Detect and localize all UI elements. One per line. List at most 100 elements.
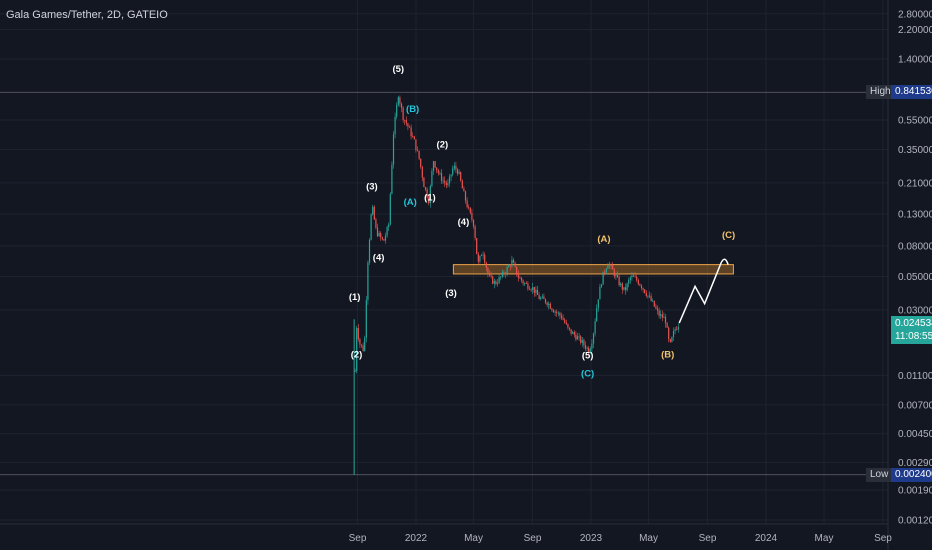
candle-body [511, 259, 513, 267]
candle [399, 95, 401, 107]
candle-body [557, 312, 559, 314]
candle [623, 287, 625, 291]
candle-body [533, 287, 535, 293]
candle-body [372, 206, 374, 215]
candle-body [551, 308, 553, 311]
candle [524, 282, 526, 287]
price-tick-label: 2.200000 [898, 25, 932, 36]
wave-label: (5) [582, 351, 594, 362]
candle [437, 168, 439, 176]
candle [532, 282, 534, 295]
candle [556, 309, 558, 317]
wave-label: (3) [366, 181, 378, 192]
candle [612, 261, 614, 270]
candle-body [504, 273, 507, 275]
wave-label: (3) [445, 288, 457, 299]
candle [461, 179, 463, 189]
candle [476, 237, 478, 255]
candle-body [440, 172, 443, 181]
candle [362, 342, 364, 352]
candle-body [639, 284, 641, 286]
candle-body [424, 187, 427, 190]
candle [432, 160, 435, 176]
candle [548, 301, 550, 310]
candle-body [413, 136, 415, 140]
candle-body [495, 281, 497, 284]
candle [391, 161, 393, 195]
wave-label: (5) [392, 64, 404, 75]
candle-body [463, 188, 465, 192]
candle [546, 301, 548, 308]
candle-body [388, 224, 390, 228]
candle-body [450, 174, 452, 177]
candle [652, 298, 654, 303]
candle [407, 122, 409, 131]
candle [436, 167, 438, 174]
candle [448, 173, 451, 188]
candle [570, 329, 572, 336]
resistance-zone-rect[interactable] [452, 264, 734, 275]
candle-body [386, 227, 388, 236]
candle-body [656, 308, 659, 311]
candle-body [508, 265, 510, 268]
candle [674, 326, 676, 335]
time-tick-label: Sep [349, 533, 367, 544]
candle [359, 337, 361, 349]
high-low-lines [0, 91, 888, 476]
candle [605, 267, 607, 275]
candle [503, 269, 505, 277]
candle [509, 263, 511, 271]
candle-body [589, 348, 591, 354]
candle [357, 324, 359, 342]
current-price-value: 0.024534 [895, 318, 932, 329]
candle [484, 252, 486, 264]
candle [498, 273, 500, 285]
candle [375, 217, 377, 230]
candle-body [453, 165, 455, 169]
candle [589, 346, 591, 355]
candle [621, 282, 623, 294]
candle [533, 287, 535, 297]
candle [610, 263, 612, 270]
candle [492, 275, 494, 285]
candle [636, 274, 638, 282]
candle [535, 286, 537, 297]
candle-body [516, 266, 518, 275]
candle-body [544, 299, 547, 303]
candle-body [674, 329, 676, 332]
candle [564, 317, 566, 324]
candle-body [394, 116, 396, 135]
time-tick-label: 2022 [405, 533, 428, 544]
time-axis[interactable]: Sep 2022 May Sep 2023 May Sep 2024 May Sep [0, 523, 892, 544]
candle-body [610, 264, 612, 266]
candle [397, 95, 399, 107]
candle [624, 283, 627, 295]
candle [373, 205, 375, 221]
candle [442, 176, 444, 185]
projection-line[interactable] [678, 258, 729, 324]
resistance-zone[interactable] [452, 264, 734, 275]
candle-body [634, 276, 636, 278]
candle-body [452, 168, 454, 175]
candle [658, 307, 660, 319]
candle [376, 223, 379, 238]
projection-path[interactable] [678, 258, 729, 324]
candle [496, 278, 499, 287]
candle [637, 278, 639, 286]
candle-body [527, 283, 529, 289]
candle-body [624, 287, 627, 291]
candle-body [548, 303, 550, 305]
candle [416, 146, 419, 152]
candle-body [428, 197, 430, 204]
candle [572, 330, 574, 334]
bar-countdown: 11:08:55 [895, 331, 932, 342]
candle [525, 280, 527, 284]
candle-body [383, 239, 385, 241]
candle-body [535, 289, 537, 293]
candle-body [623, 287, 625, 290]
